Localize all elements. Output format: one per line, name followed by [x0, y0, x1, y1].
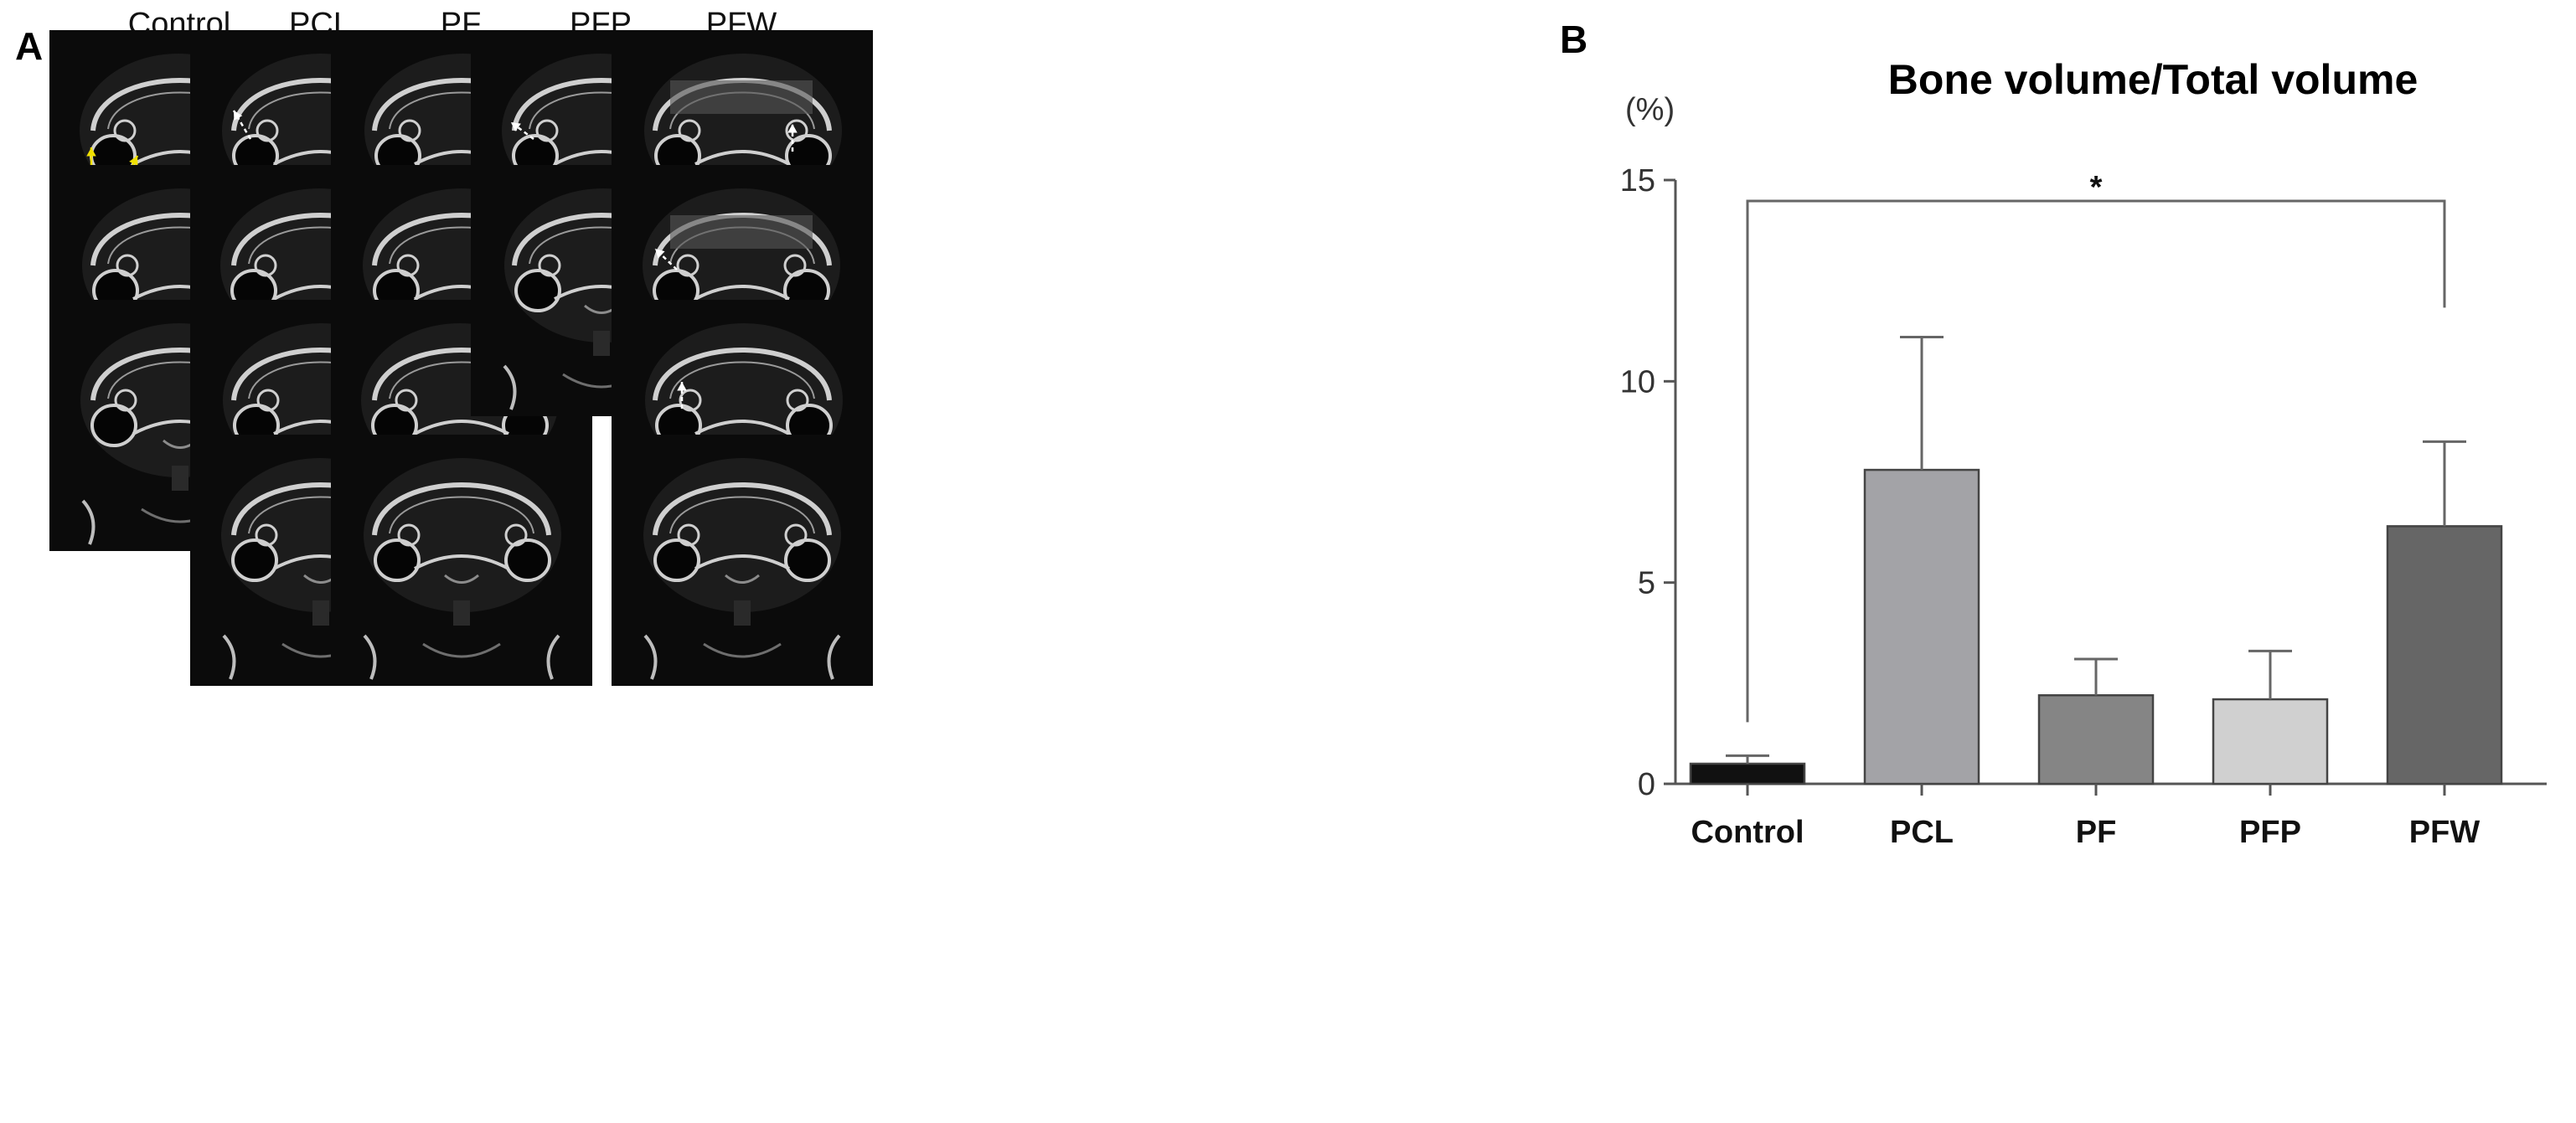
bar-pcl — [1863, 468, 1980, 786]
y-tick-label: 15 — [1620, 163, 1655, 198]
white-arrow-icon — [510, 121, 534, 141]
x-tick-label-control: Control — [1691, 815, 1804, 850]
bar-pfp — [2212, 698, 2329, 786]
ct-slice-pfw-4 — [612, 435, 873, 686]
x-tick-label-pcl: PCL — [1890, 815, 1954, 850]
y-tick-label: 0 — [1638, 767, 1655, 802]
chart-title: Bone volume/Total volume — [1888, 56, 2419, 103]
white-arrow-icon — [232, 110, 252, 140]
x-tick-label-pfw: PFW — [2409, 815, 2480, 850]
y-tick-label: 5 — [1638, 566, 1655, 601]
white-arrow-icon — [787, 124, 798, 152]
significance-bracket — [1746, 199, 2446, 723]
bone-volume-chart: Bone volume/Total volume (%) 0 5 10 15 Contr… — [1575, 33, 2563, 871]
panel-a-letter: A — [15, 24, 44, 68]
white-arrow-icon — [654, 248, 678, 270]
significance-marker: * — [2090, 170, 2103, 205]
bar-pf — [2037, 694, 2155, 786]
bar-control — [1689, 762, 1806, 786]
panel-b-letter: B — [1560, 18, 1588, 61]
chart-canvas: Bone volume/Total volume (%) 0 5 10 15 Contr… — [1620, 56, 2547, 850]
y-unit-label: (%) — [1625, 92, 1675, 127]
white-arrow-icon — [677, 382, 687, 409]
bar-pfw — [2386, 525, 2503, 786]
x-tick-label-pf: PF — [2076, 815, 2117, 850]
x-tick-label-pfp: PFP — [2239, 815, 2301, 850]
y-tick-label: 10 — [1620, 364, 1655, 399]
ct-slice-pf-4 — [331, 435, 592, 686]
